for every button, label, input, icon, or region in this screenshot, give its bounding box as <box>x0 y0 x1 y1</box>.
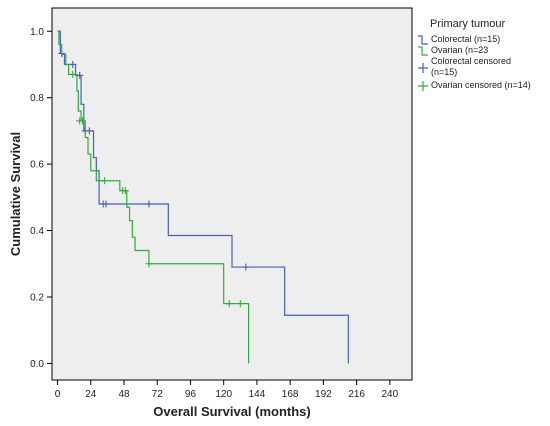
legend-title: Primary tumour <box>430 18 506 30</box>
x-tick-label: 240 <box>382 389 399 400</box>
survival-curve-0 <box>57 30 349 364</box>
legend: Primary tumour Colorectal (n=15)Ovarian … <box>418 18 531 91</box>
y-tick-label: 0.2 <box>30 292 44 303</box>
legend-label: Colorectal censored <box>431 56 511 66</box>
x-axis: 0 24 48 72 96 120 144 168 192 216 240 <box>55 380 399 400</box>
y-tick-label: 1.0 <box>30 27 44 38</box>
survival-curve-1 <box>57 30 250 364</box>
censor-mark <box>121 187 129 195</box>
legend-label: Ovarian censored (n=14) <box>431 80 531 90</box>
legend-censor-swatch <box>418 63 428 73</box>
censor-mark <box>69 70 77 78</box>
legend-line-swatch <box>418 35 428 45</box>
x-tick-label: 144 <box>249 389 266 400</box>
censor-mark <box>145 260 153 268</box>
x-tick-label: 0 <box>55 389 61 400</box>
y-tick-label: 0.6 <box>30 160 44 171</box>
x-tick-label: 96 <box>185 389 197 400</box>
x-tick-label: 48 <box>118 389 130 400</box>
censor-mark <box>225 300 233 308</box>
censor-mark <box>101 177 109 185</box>
censor-mark <box>242 263 250 271</box>
y-tick-label: 0.4 <box>30 226 44 237</box>
y-axis-title: Cumulative Survival <box>8 132 23 256</box>
y-axis: 0.0 0.2 0.4 0.6 0.8 1.0 <box>30 27 52 370</box>
legend-censor-swatch <box>418 81 428 91</box>
legend-label: (n=15) <box>431 67 457 77</box>
y-tick-label: 0.0 <box>30 359 44 370</box>
censor-mark <box>236 300 244 308</box>
series-group <box>57 30 349 364</box>
x-tick-label: 24 <box>85 389 97 400</box>
censor-mark <box>78 117 86 125</box>
x-tick-label: 120 <box>215 389 232 400</box>
x-tick-label: 192 <box>315 389 332 400</box>
x-tick-label: 216 <box>348 389 365 400</box>
x-tick-label: 72 <box>152 389 164 400</box>
legend-line-swatch <box>418 46 428 56</box>
x-axis-title: Overall Survival (months) <box>153 404 311 419</box>
censor-mark <box>145 200 153 208</box>
legend-label: Colorectal (n=15) <box>431 34 500 44</box>
legend-label: Ovarian (n=23 <box>431 45 488 55</box>
censor-mark <box>85 127 93 135</box>
censor-mark <box>69 60 77 68</box>
censor-mark <box>102 200 110 208</box>
plot-background <box>51 7 413 381</box>
y-tick-label: 0.8 <box>30 93 44 104</box>
x-tick-label: 168 <box>282 389 299 400</box>
